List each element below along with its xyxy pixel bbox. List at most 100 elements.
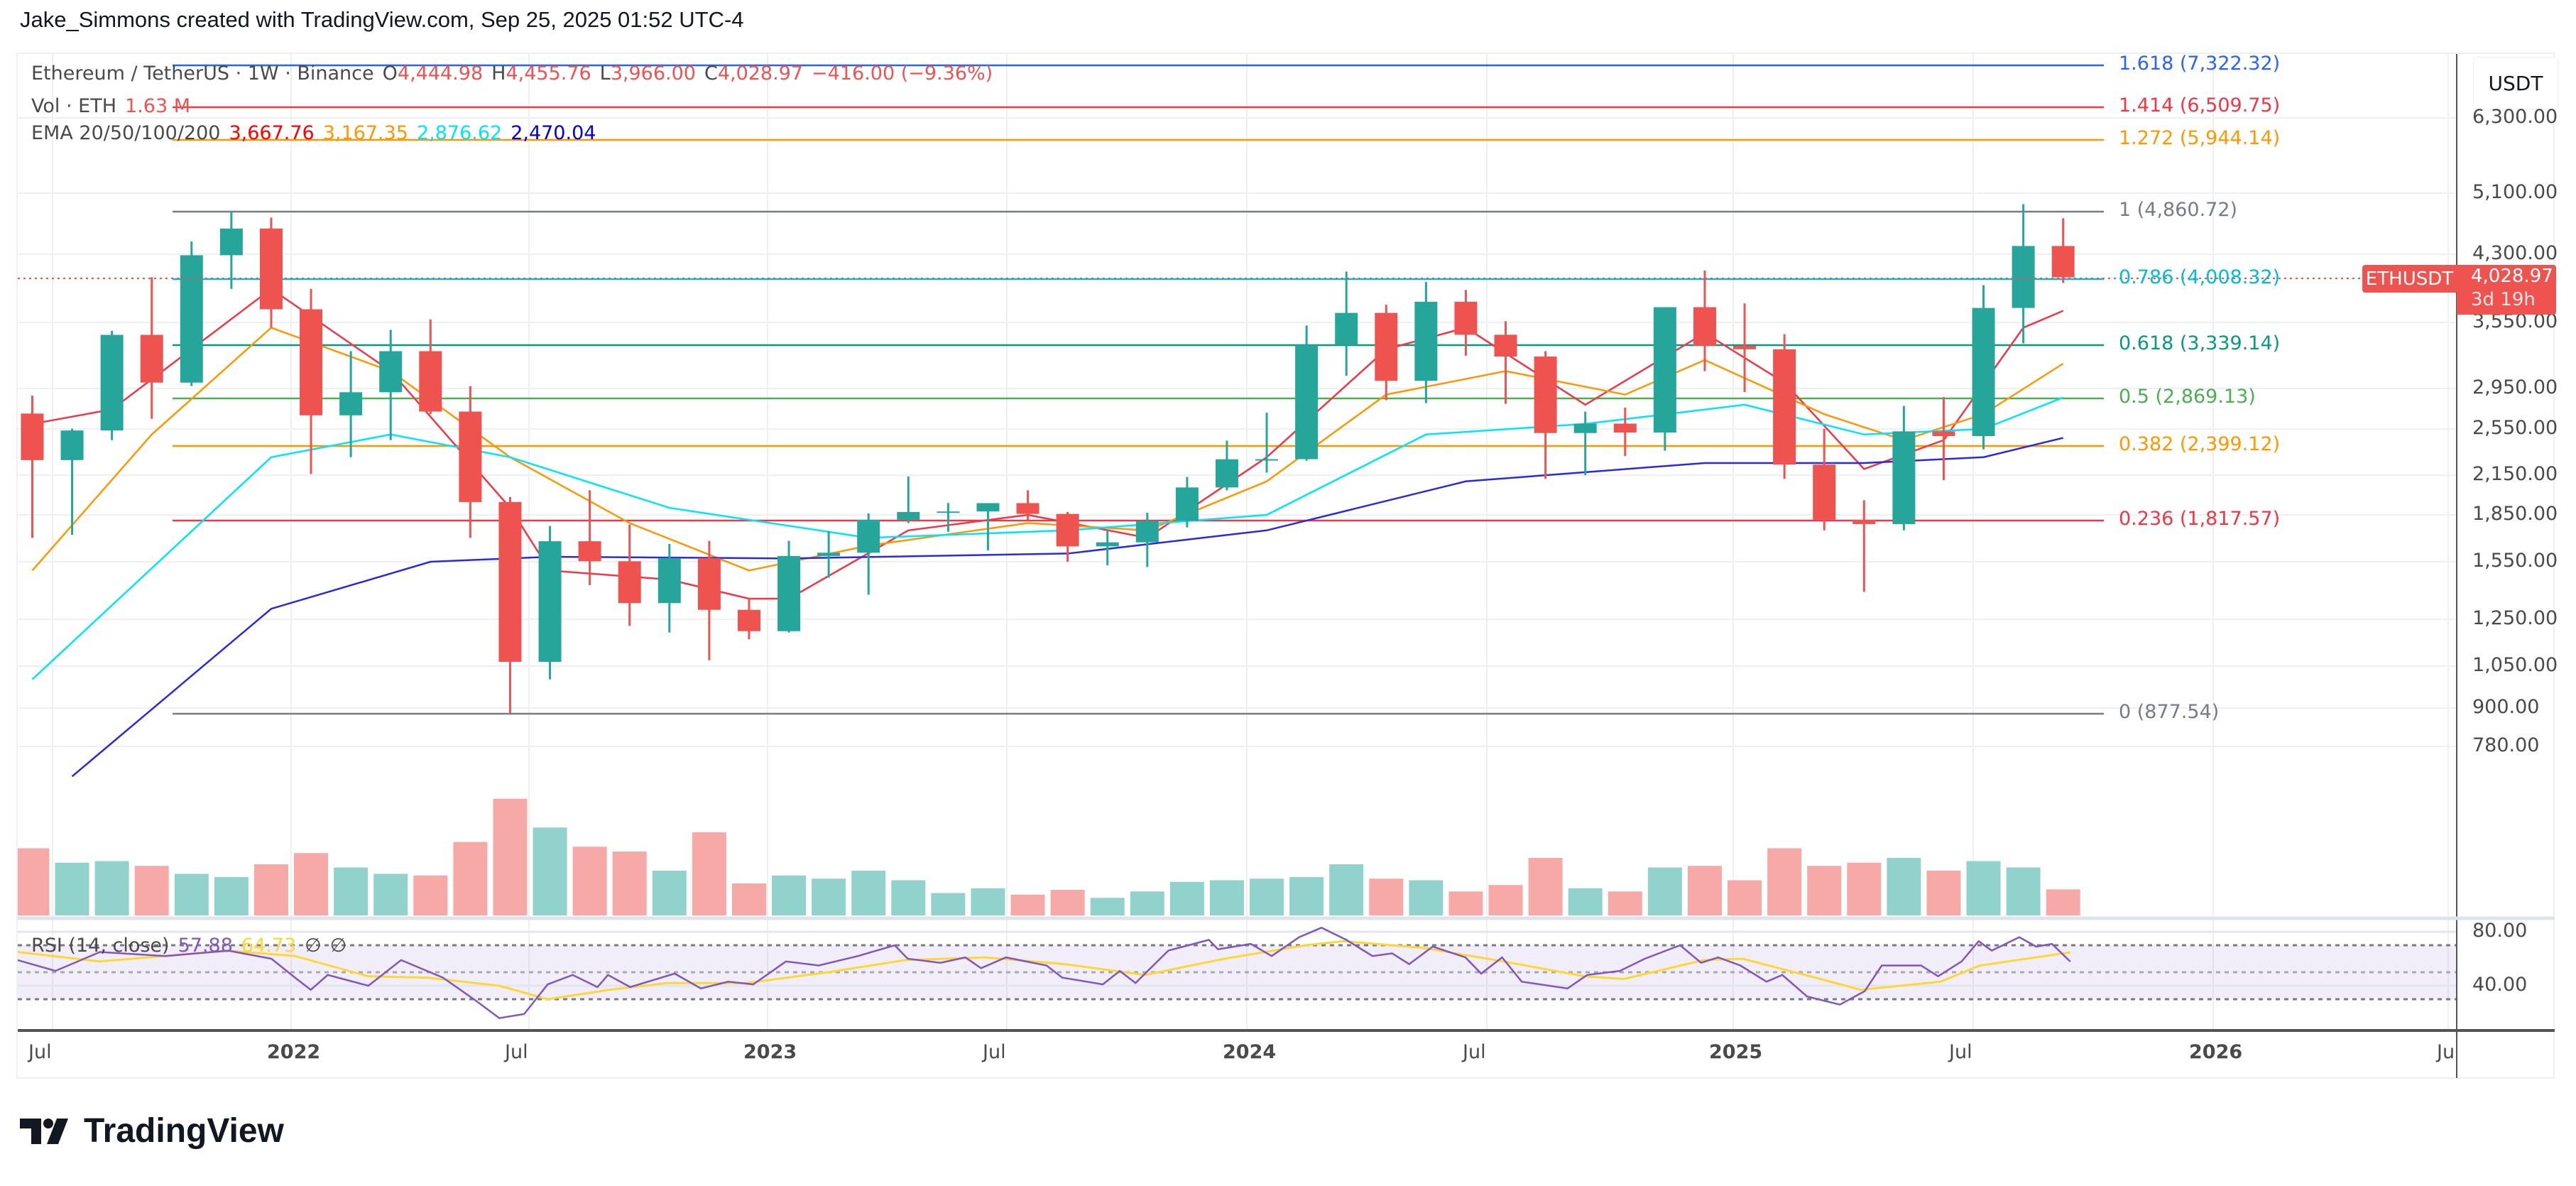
volume-bar [731, 883, 766, 915]
volume-bar [214, 877, 249, 915]
ema-label[interactable]: EMA 20/50/100/200 [31, 122, 221, 144]
volume-bar [1488, 885, 1523, 915]
candle [1494, 321, 1517, 404]
candle-body [1813, 464, 1836, 520]
time-tick-label: Jul [505, 1041, 528, 1063]
fib-level-label: 0.618 (3,339.14) [2119, 332, 2281, 354]
candle [1295, 325, 1319, 461]
candle [578, 490, 601, 585]
ema-legend: EMA 20/50/100/200 3,667.76 3,167.35 2,876.6… [31, 122, 604, 144]
candle-body [1534, 357, 1557, 433]
candle [1613, 407, 1637, 457]
volume-bar [1329, 864, 1364, 915]
ema50-value: 3,167.35 [322, 122, 408, 144]
tradingview-logo[interactable]: TradingView [20, 1111, 284, 1150]
candle [1932, 397, 1955, 480]
ema-line-20 [32, 288, 2064, 600]
candle [2012, 204, 2035, 344]
candle-body [1295, 344, 1319, 459]
volume-bar [533, 827, 567, 915]
symbol-price-tag: ETHUSDT [2362, 265, 2457, 293]
close-label: C [704, 62, 718, 85]
open-value: 4,444.98 [397, 62, 484, 85]
change-value: −416.00 (−9.36%) [812, 62, 993, 85]
tradingview-logo-icon [20, 1118, 68, 1144]
fibonacci-retracement[interactable] [173, 64, 2104, 715]
volume-bar [572, 847, 607, 915]
candle [1653, 307, 1676, 451]
rsi-tick-label: 40.00 [2472, 974, 2528, 996]
fib-level-label: 0 (877.54) [2119, 701, 2220, 723]
symbol-title[interactable]: Ethereum / TetherUS · 1W · Binance [31, 62, 374, 85]
price-tick-label: 6,300.00 [2472, 106, 2558, 128]
fib-level-label: 0.382 (2,399.12) [2119, 433, 2281, 455]
candle-body [1135, 521, 1159, 543]
time-tick-label: 2025 [1709, 1041, 1763, 1063]
volume-bar [334, 867, 369, 915]
candle-body [1852, 519, 1876, 524]
candle-body [1255, 459, 1279, 461]
currency-button[interactable]: USDT [2473, 57, 2558, 109]
symbol-legend: Ethereum / TetherUS · 1W · Binance O4,444… [31, 62, 1001, 85]
candle-body [1056, 513, 1079, 547]
candle-body [1613, 423, 1637, 432]
rsi-line [18, 926, 2071, 1019]
candle [2051, 218, 2075, 283]
candle [1733, 303, 1757, 393]
candle-body [498, 501, 522, 662]
bar-countdown: 3d 19h [2471, 289, 2536, 310]
rsi-label[interactable]: RSI (14, close) [31, 935, 170, 957]
volume-bar [1887, 858, 1921, 915]
ema200-value: 2,470.04 [511, 122, 596, 144]
candle-body [140, 334, 163, 383]
candle-body [1573, 423, 1597, 433]
rsi-tick-label: 80.00 [2472, 920, 2528, 942]
volume-bar [453, 842, 488, 915]
price-tick-label: 1,850.00 [2472, 503, 2558, 525]
time-tick-label: Jul [983, 1041, 1006, 1063]
candle [1096, 530, 1119, 565]
volume-bar [94, 861, 129, 915]
volume-bar [652, 871, 687, 915]
candle-body [100, 334, 124, 431]
candle-body [300, 309, 323, 415]
time-tick-label: 2026 [2189, 1041, 2243, 1063]
candle-body [2051, 246, 2075, 278]
high-label: H [491, 62, 506, 85]
candle-body [259, 228, 283, 310]
volume-bar [1608, 891, 1642, 915]
candle-body [1932, 431, 1955, 437]
time-tick-label: Jul [1949, 1041, 1972, 1063]
candle [857, 513, 880, 595]
candle-body [2012, 246, 2035, 308]
fib-level-label: 1.414 (6,509.75) [2119, 94, 2281, 116]
candle-body [578, 541, 601, 562]
candle-body [379, 351, 403, 393]
fib-level-label: 1 (4,860.72) [2119, 199, 2238, 221]
ema20-value: 3,667.76 [229, 122, 315, 144]
candle [1016, 490, 1039, 521]
candle-body [897, 511, 920, 520]
chart-frame [16, 53, 2555, 1079]
time-tick-label: Ju [2437, 1041, 2455, 1063]
candle-body [538, 541, 562, 662]
candle [976, 503, 1000, 550]
volume-bar [1448, 891, 1483, 915]
candle [1693, 270, 1716, 371]
candle-body [737, 609, 760, 631]
volume-bar [1209, 880, 1244, 915]
ema-line-200 [71, 437, 2064, 778]
candle [618, 524, 641, 626]
candle [1056, 511, 1079, 562]
candle-body [817, 553, 841, 556]
volume-bar [772, 875, 807, 915]
low-value: 3,966.00 [610, 62, 696, 85]
volume-label[interactable]: Vol · ETH [31, 95, 116, 117]
ema-line-50 [31, 326, 2064, 572]
rsi-ma-line [18, 940, 2070, 1001]
candle [1773, 334, 1796, 479]
candle-body [1016, 503, 1039, 514]
price-tick-label: 780.00 [2472, 734, 2540, 756]
candle-body [1494, 334, 1517, 357]
